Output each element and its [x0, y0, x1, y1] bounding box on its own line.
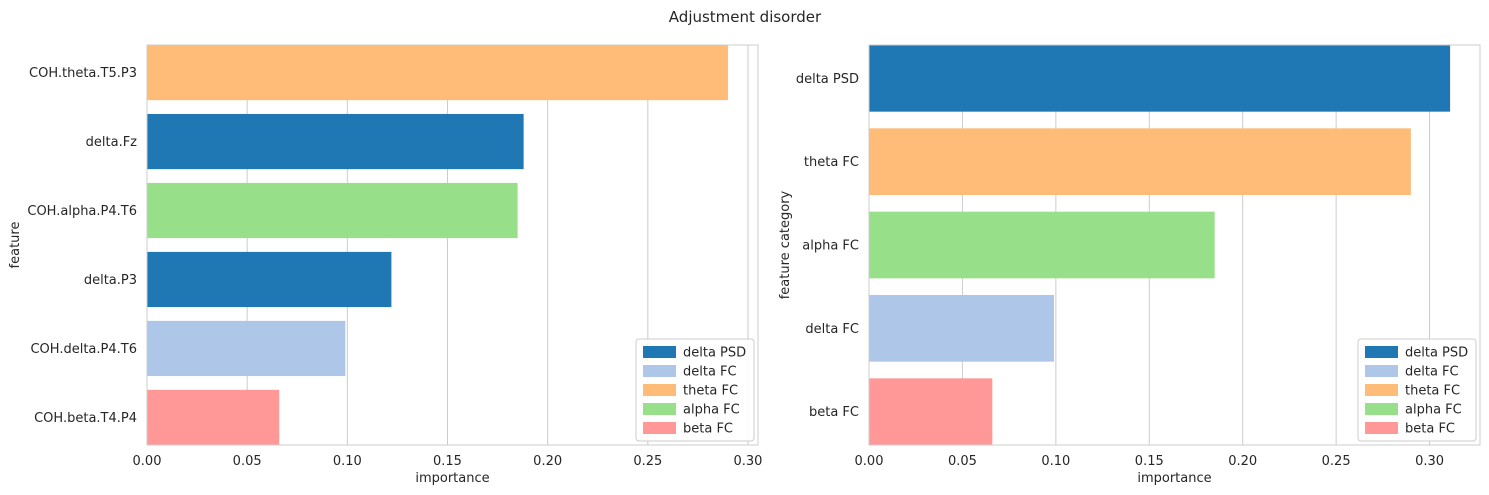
left-y-tick-label: COH.delta.P4.T6 — [30, 342, 137, 357]
right-legend-label: beta FC — [1405, 422, 1455, 437]
left-y-tick-label: COH.theta.T5.P3 — [29, 66, 137, 81]
right-x-tick-label: 0.20 — [1228, 454, 1257, 469]
right-legend-swatch — [1365, 346, 1398, 358]
right-legend-box — [1357, 338, 1477, 442]
left-y-tick-label: delta.Fz — [86, 135, 138, 150]
right-bar — [869, 295, 1054, 362]
right-x-tick-label: 0.15 — [1135, 454, 1164, 469]
right-y-tick-label: alpha FC — [802, 239, 859, 254]
right-legend-label: delta FC — [1405, 365, 1459, 380]
left-bar — [147, 320, 346, 377]
right-legend-swatch — [1365, 365, 1398, 377]
right-y-tick-label: delta PSD — [796, 72, 859, 87]
right-y-tick-label: theta FC — [804, 155, 859, 170]
right-x-tick-label: 0.10 — [1041, 454, 1070, 469]
right-bar — [869, 378, 993, 445]
left-x-axis-label: importance — [415, 471, 489, 486]
left-bar — [147, 389, 280, 445]
chart-left: 0.00 0.05 0.10 0.15 0.20 0.25 0.30 COH.theta.T5… — [8, 44, 763, 486]
left-y-axis-label: feature — [8, 222, 23, 269]
left-legend-swatch — [643, 365, 676, 377]
left-y-tick-label: COH.beta.T4.P4 — [34, 411, 137, 426]
left-bar — [147, 113, 524, 170]
right-legend-swatch — [1365, 384, 1398, 396]
right-y-tick-label: beta FC — [809, 405, 859, 420]
left-x-tick-label: 0.05 — [233, 454, 262, 469]
left-legend-label: alpha FC — [683, 403, 740, 418]
left-x-tick-label: 0.25 — [633, 454, 662, 469]
right-x-axis-label: importance — [1137, 471, 1211, 486]
right-y-tick-label: delta FC — [805, 322, 859, 337]
right-legend-label: theta FC — [1405, 384, 1460, 399]
right-x-tick-label: 0.25 — [1322, 454, 1351, 469]
left-x-tick-label: 0.10 — [333, 454, 362, 469]
chart-right: 0.00 0.05 0.10 0.15 0.20 0.25 0.30 delta PSD the… — [778, 44, 1481, 486]
left-bar — [147, 251, 392, 308]
left-legend-swatch — [643, 403, 676, 415]
right-legend-label: delta PSD — [1405, 346, 1468, 361]
right-x-tick-label: 0.05 — [948, 454, 977, 469]
right-bar — [869, 45, 1451, 112]
right-legend-label: alpha FC — [1405, 403, 1462, 418]
left-x-tick-label: 0.30 — [734, 454, 763, 469]
figure-title: Adjustment disorder — [669, 8, 822, 26]
right-y-axis-label: feature category — [778, 190, 793, 299]
left-y-tick-label: delta.P3 — [84, 273, 137, 288]
left-x-tick-label: 0.15 — [433, 454, 462, 469]
left-legend-swatch — [643, 422, 676, 434]
right-legend-swatch — [1365, 422, 1398, 434]
right-plot-frame — [868, 44, 1481, 446]
left-legend-label: delta FC — [683, 365, 737, 380]
left-plot-frame — [146, 44, 759, 446]
left-x-tick-label: 0.00 — [133, 454, 162, 469]
left-y-tick-label: COH.alpha.P4.T6 — [27, 204, 137, 219]
left-x-tick-label: 0.20 — [533, 454, 562, 469]
left-legend-box — [635, 338, 755, 442]
left-legend-label: theta FC — [683, 384, 738, 399]
left-bar — [147, 182, 518, 239]
right-bar — [869, 128, 1411, 195]
right-legend-swatch — [1365, 403, 1398, 415]
right-x-tick-label: 0.00 — [855, 454, 884, 469]
right-x-tick-label: 0.30 — [1415, 454, 1444, 469]
left-legend-swatch — [643, 346, 676, 358]
left-legend-label: beta FC — [683, 422, 733, 437]
right-bar — [869, 211, 1215, 279]
left-legend-label: delta PSD — [683, 346, 746, 361]
left-legend-swatch — [643, 384, 676, 396]
left-bar — [147, 45, 728, 101]
